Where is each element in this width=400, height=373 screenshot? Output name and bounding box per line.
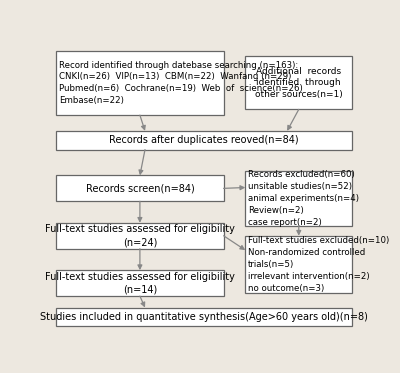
Text: Records after duplicates reoved(n=84): Records after duplicates reoved(n=84) [110,135,299,145]
Text: Full-text studies excluded(n=10)
Non-randomized controlled
trials(n=5)
irrelevan: Full-text studies excluded(n=10) Non-ran… [248,236,389,292]
FancyBboxPatch shape [245,56,352,109]
Text: Records screen(n=84): Records screen(n=84) [86,184,194,193]
Text: Full-text studies assessed for eligibility
(n=14): Full-text studies assessed for eligibili… [45,272,235,295]
FancyBboxPatch shape [245,171,352,226]
FancyBboxPatch shape [56,131,352,150]
FancyBboxPatch shape [56,223,224,249]
FancyBboxPatch shape [56,270,224,296]
Text: Full-text studies assessed for eligibility
(n=24): Full-text studies assessed for eligibili… [45,224,235,247]
Text: Additional  records
identified  through
other sources(n=1): Additional records identified through ot… [255,66,343,99]
FancyBboxPatch shape [56,175,224,201]
FancyBboxPatch shape [56,308,352,326]
FancyBboxPatch shape [56,50,224,115]
Text: Studies included in quantitative synthesis(Age>60 years old)(n=8): Studies included in quantitative synthes… [40,312,368,322]
Text: Records excluded(n=60)
unsitable studies(n=52)
animal experiments(n=4)
Review(n=: Records excluded(n=60) unsitable studies… [248,170,359,226]
FancyBboxPatch shape [245,236,352,293]
Text: Record identified through datebase searching (n=163):
CNKI(n=26)  VIP(n=13)  CBM: Record identified through datebase searc… [59,61,302,105]
